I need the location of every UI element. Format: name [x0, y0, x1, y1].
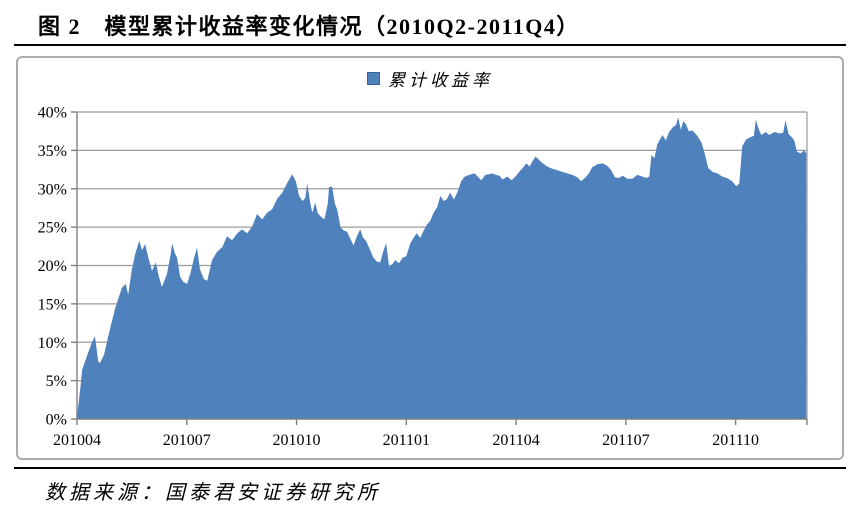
- legend-label: 累计收益率: [388, 71, 493, 90]
- y-tick-label: 40%: [38, 105, 67, 122]
- chart-legend: 累计收益率: [18, 66, 842, 91]
- x-tick-label: 201004: [53, 432, 101, 449]
- y-tick-label: 0%: [46, 412, 67, 429]
- x-tick-label: 201107: [602, 432, 649, 449]
- x-tick-label: 201110: [712, 432, 759, 449]
- y-tick-label: 20%: [38, 258, 67, 275]
- y-tick-label: 5%: [46, 373, 67, 390]
- y-tick-label: 25%: [38, 220, 67, 237]
- data-source-note: 数据来源：国泰君安证券研究所: [45, 482, 381, 504]
- legend-swatch: [367, 72, 380, 85]
- x-tick-label: 201010: [273, 432, 321, 449]
- x-tick-label: 201104: [492, 432, 539, 449]
- chart-frame: 0% 5% 10% 15% 20% 25% 30% 35% 40% 201004 201007 201…: [16, 56, 844, 460]
- x-tick-label: 201101: [383, 432, 430, 449]
- y-tick-label: 15%: [38, 296, 67, 313]
- y-tick-label: 35%: [38, 143, 67, 160]
- cumulative-return-chart: 0% 5% 10% 15% 20% 25% 30% 35% 40% 201004 201007 201…: [38, 105, 808, 449]
- footer-rule: [14, 467, 846, 469]
- y-tick-label: 10%: [38, 335, 67, 352]
- figure-title: 图 2 模型累计收益率变化情况（2010Q2-2011Q4）: [38, 14, 580, 39]
- area-series: [77, 117, 807, 420]
- y-tick-label: 30%: [38, 181, 67, 198]
- x-tick-label: 201007: [163, 432, 211, 449]
- title-rule: [14, 44, 846, 46]
